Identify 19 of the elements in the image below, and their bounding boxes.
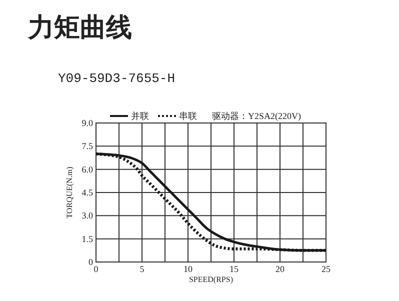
y-tick-label: 1.5 bbox=[82, 234, 94, 244]
y-tick-label: 0 bbox=[88, 257, 94, 267]
x-tick-label: 5 bbox=[140, 264, 145, 274]
x-tick-label: 25 bbox=[322, 264, 331, 274]
y-tick-label: 7.5 bbox=[82, 141, 94, 152]
legend-label: 串联 bbox=[179, 111, 197, 121]
x-tick-label: 15 bbox=[230, 264, 239, 274]
y-tick-label: 4.5 bbox=[82, 188, 94, 198]
y-axis-title: TORQUE(N.m) bbox=[65, 166, 74, 218]
y-tick-label: 3.0 bbox=[82, 210, 94, 221]
y-tick-label: 6.0 bbox=[82, 164, 94, 174]
text: 驱动器：Y2SA2(220V) bbox=[212, 111, 301, 121]
chart-title: 力矩曲线 bbox=[27, 13, 132, 43]
x-tick-label: 10 bbox=[184, 264, 193, 274]
x-tick-label: 20 bbox=[276, 264, 285, 274]
chart-subtitle: Y09-59D3-7655-H bbox=[58, 71, 176, 86]
legend-label: 并联 bbox=[131, 111, 149, 121]
x-axis-title: SPEED(RPS) bbox=[188, 275, 234, 284]
y-tick-label: 9.0 bbox=[82, 118, 94, 128]
